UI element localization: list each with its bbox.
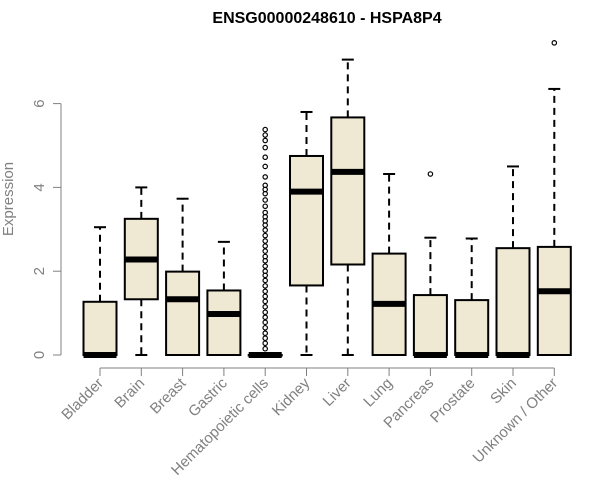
box-lung [371,172,407,357]
outlier-point [262,309,269,316]
outlier-point [551,40,558,46]
outlier-point [262,293,269,300]
iqr-box [495,247,531,356]
outlier-point [262,335,269,342]
outlier-point [262,345,269,352]
chart-title: ENSG00000248610 - HSPA8P4 [212,10,441,27]
iqr-box [82,300,118,356]
outlier-point [262,257,269,264]
outlier-point [427,171,434,177]
y-axis: 0 2 4 6 [31,99,62,359]
y-tick-label: 6 [31,99,48,107]
outlier-point [262,227,269,233]
iqr-box [454,299,490,356]
outlier-point [262,330,269,337]
boxes-group [82,40,572,358]
box-liver [330,58,366,356]
box-hematopoietic-cells [247,126,283,358]
outlier-point [262,272,269,279]
y-tick-label: 2 [31,267,48,275]
outlier-point [262,126,269,133]
box-bladder [82,226,118,358]
outlier-point [262,243,269,249]
outlier-point [262,248,269,254]
iqr-box [206,289,242,356]
outlier-point [262,144,269,151]
outlier-point [262,324,269,331]
outlier-point [262,190,269,197]
box-pancreas [412,171,448,358]
outlier-point [262,238,269,244]
iqr-box [330,116,366,266]
outlier-point [262,263,269,269]
outlier-point [262,340,269,347]
outlier-point [262,137,269,144]
box-skin [495,165,531,358]
x-tick-label: Prostate [427,375,479,427]
box-brain [123,186,159,356]
outlier-point [262,197,269,203]
box-gastric [206,240,242,356]
outlier-point [262,314,269,321]
outlier-point [262,203,269,210]
outlier-point [262,232,269,239]
outlier-point [262,163,269,170]
x-tick-label: Bladder [58,375,107,424]
outlier-point [262,222,269,228]
box-unknown-other [536,40,572,356]
x-tick-label: Lung [360,375,396,411]
outlier-point [262,154,269,161]
outlier-point [262,132,269,138]
outlier-point [262,304,269,310]
iqr-box [536,245,572,356]
y-axis-label: Expression [0,162,17,236]
outlier-point [262,174,269,180]
iqr-box [289,154,324,287]
outlier-point [262,319,269,326]
y-tick-label: 0 [31,351,48,359]
outlier-point [262,277,269,284]
x-tick-label: Breast [147,374,190,417]
x-tick-label: Skin [487,375,520,408]
iqr-box [412,294,448,357]
x-tick-label: Brain [111,375,148,412]
box-prostate [454,237,490,358]
box-kidney [289,110,324,356]
x-tick-label: Kidney [269,374,314,419]
y-tick-label: 4 [31,183,48,191]
x-tick-label: Liver [320,375,355,410]
box-breast [165,197,201,356]
outlier-point [262,288,269,295]
outlier-point [262,283,269,289]
iqr-box [165,270,201,356]
outlier-point [262,298,269,305]
